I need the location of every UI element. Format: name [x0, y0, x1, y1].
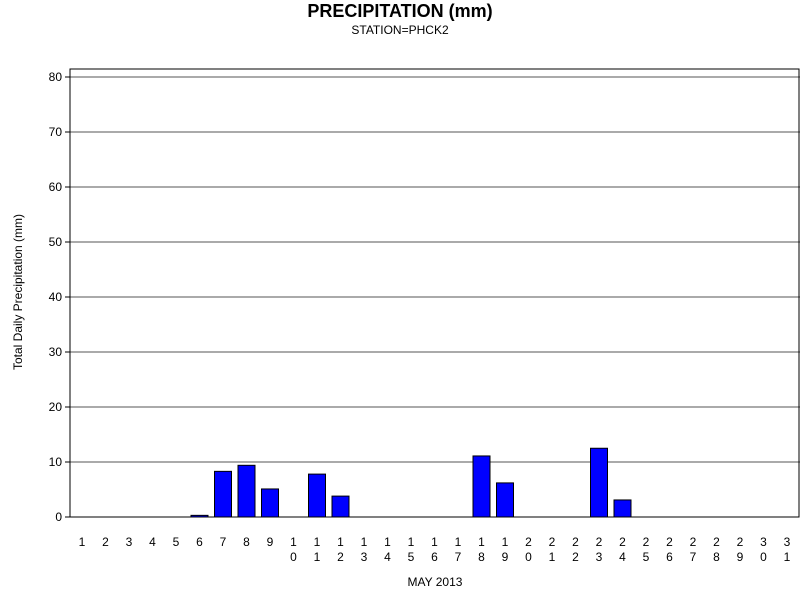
- x-tick-label: 1: [79, 535, 86, 549]
- y-tick-label: 40: [49, 290, 63, 304]
- chart-title: PRECIPITATION (mm): [307, 1, 493, 21]
- bar-day-19: [496, 482, 514, 518]
- plot-frame: [69, 68, 800, 518]
- bar-day-24: [613, 499, 632, 518]
- y-tick-label: 60: [49, 180, 63, 194]
- bar-day-7: [214, 470, 232, 518]
- x-axis-label: MAY 2013: [408, 575, 463, 589]
- y-tick-label: 30: [49, 345, 63, 359]
- chart-subtitle: STATION=PHCK2: [351, 23, 449, 37]
- bars: [190, 447, 632, 518]
- y-tick-label: 10: [49, 455, 63, 469]
- bar-day-11: [308, 473, 326, 518]
- x-tick-label: 2: [102, 535, 109, 549]
- x-tick-label: 7: [220, 535, 227, 549]
- y-tick-label: 0: [55, 510, 62, 524]
- x-tick-label: 9: [267, 535, 274, 549]
- x-axis: 1 2 3 4 5 6 7 8 9 1 01 11 21 31 41 51 61 71 81 92 02 12 22 32 42…: [79, 535, 791, 564]
- x-tick-label: 4: [149, 535, 156, 549]
- bar-day-9: [261, 488, 279, 518]
- y-tick-label: 80: [49, 70, 63, 84]
- x-tick-label: 6: [196, 535, 203, 549]
- bar-day-23: [590, 447, 608, 518]
- y-axis-label: Total Daily Precipitation (mm): [11, 214, 25, 370]
- x-tick-label: 8: [243, 535, 250, 549]
- y-axis: 0 10 20 30 40 50 60 70 80: [49, 70, 70, 524]
- gridlines: [70, 76, 800, 463]
- bar-day-12: [331, 495, 350, 518]
- y-tick-label: 50: [49, 235, 63, 249]
- x-tick-label: 3: [126, 535, 133, 549]
- bar-day-8: [237, 464, 256, 518]
- y-tick-label: 70: [49, 125, 63, 139]
- x-tick-label: 5: [173, 535, 180, 549]
- y-tick-label: 20: [49, 400, 63, 414]
- bar-day-18: [472, 455, 491, 518]
